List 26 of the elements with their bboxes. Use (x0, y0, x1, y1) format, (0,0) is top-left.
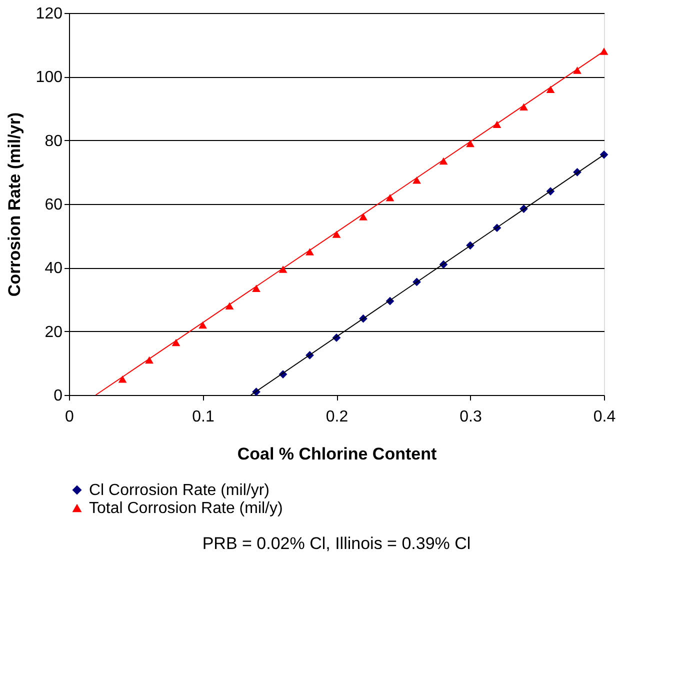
x-tick-label: 0.3 (460, 408, 482, 426)
text: PRB = 0.02% Cl, Illinois = 0.39% Cl (202, 534, 471, 553)
y-tick-label: 60 (44, 196, 63, 214)
y-tick-label: 20 (44, 324, 63, 341)
y-tick-label: 120 (36, 6, 63, 22)
point (252, 284, 260, 292)
point (198, 321, 207, 329)
x-tick-label: 0.1 (192, 408, 214, 426)
x-tick-label: 0.4 (593, 408, 616, 426)
point (600, 48, 608, 55)
y-axis-title: Corrosion Rate (mil/yr) (4, 112, 24, 297)
point (546, 86, 555, 94)
point (359, 213, 368, 220)
legend-label: Total Corrosion Rate (mil/y) (89, 500, 283, 517)
x-tick-label: 0.2 (326, 408, 348, 426)
point (386, 194, 394, 202)
y-tick-label: 40 (44, 260, 63, 278)
point (600, 150, 608, 159)
point (332, 230, 341, 238)
y-tick-label: 0 (54, 388, 63, 404)
y-tick-label: 80 (44, 132, 63, 150)
point (306, 248, 314, 256)
x-axis-title: Coal % Chlorine Content (237, 444, 437, 464)
legend-label: Cl Corrosion Rate (mil/yr) (89, 482, 270, 499)
y-tick-label: 100 (36, 69, 63, 86)
x-tick-label: 0 (65, 408, 74, 426)
